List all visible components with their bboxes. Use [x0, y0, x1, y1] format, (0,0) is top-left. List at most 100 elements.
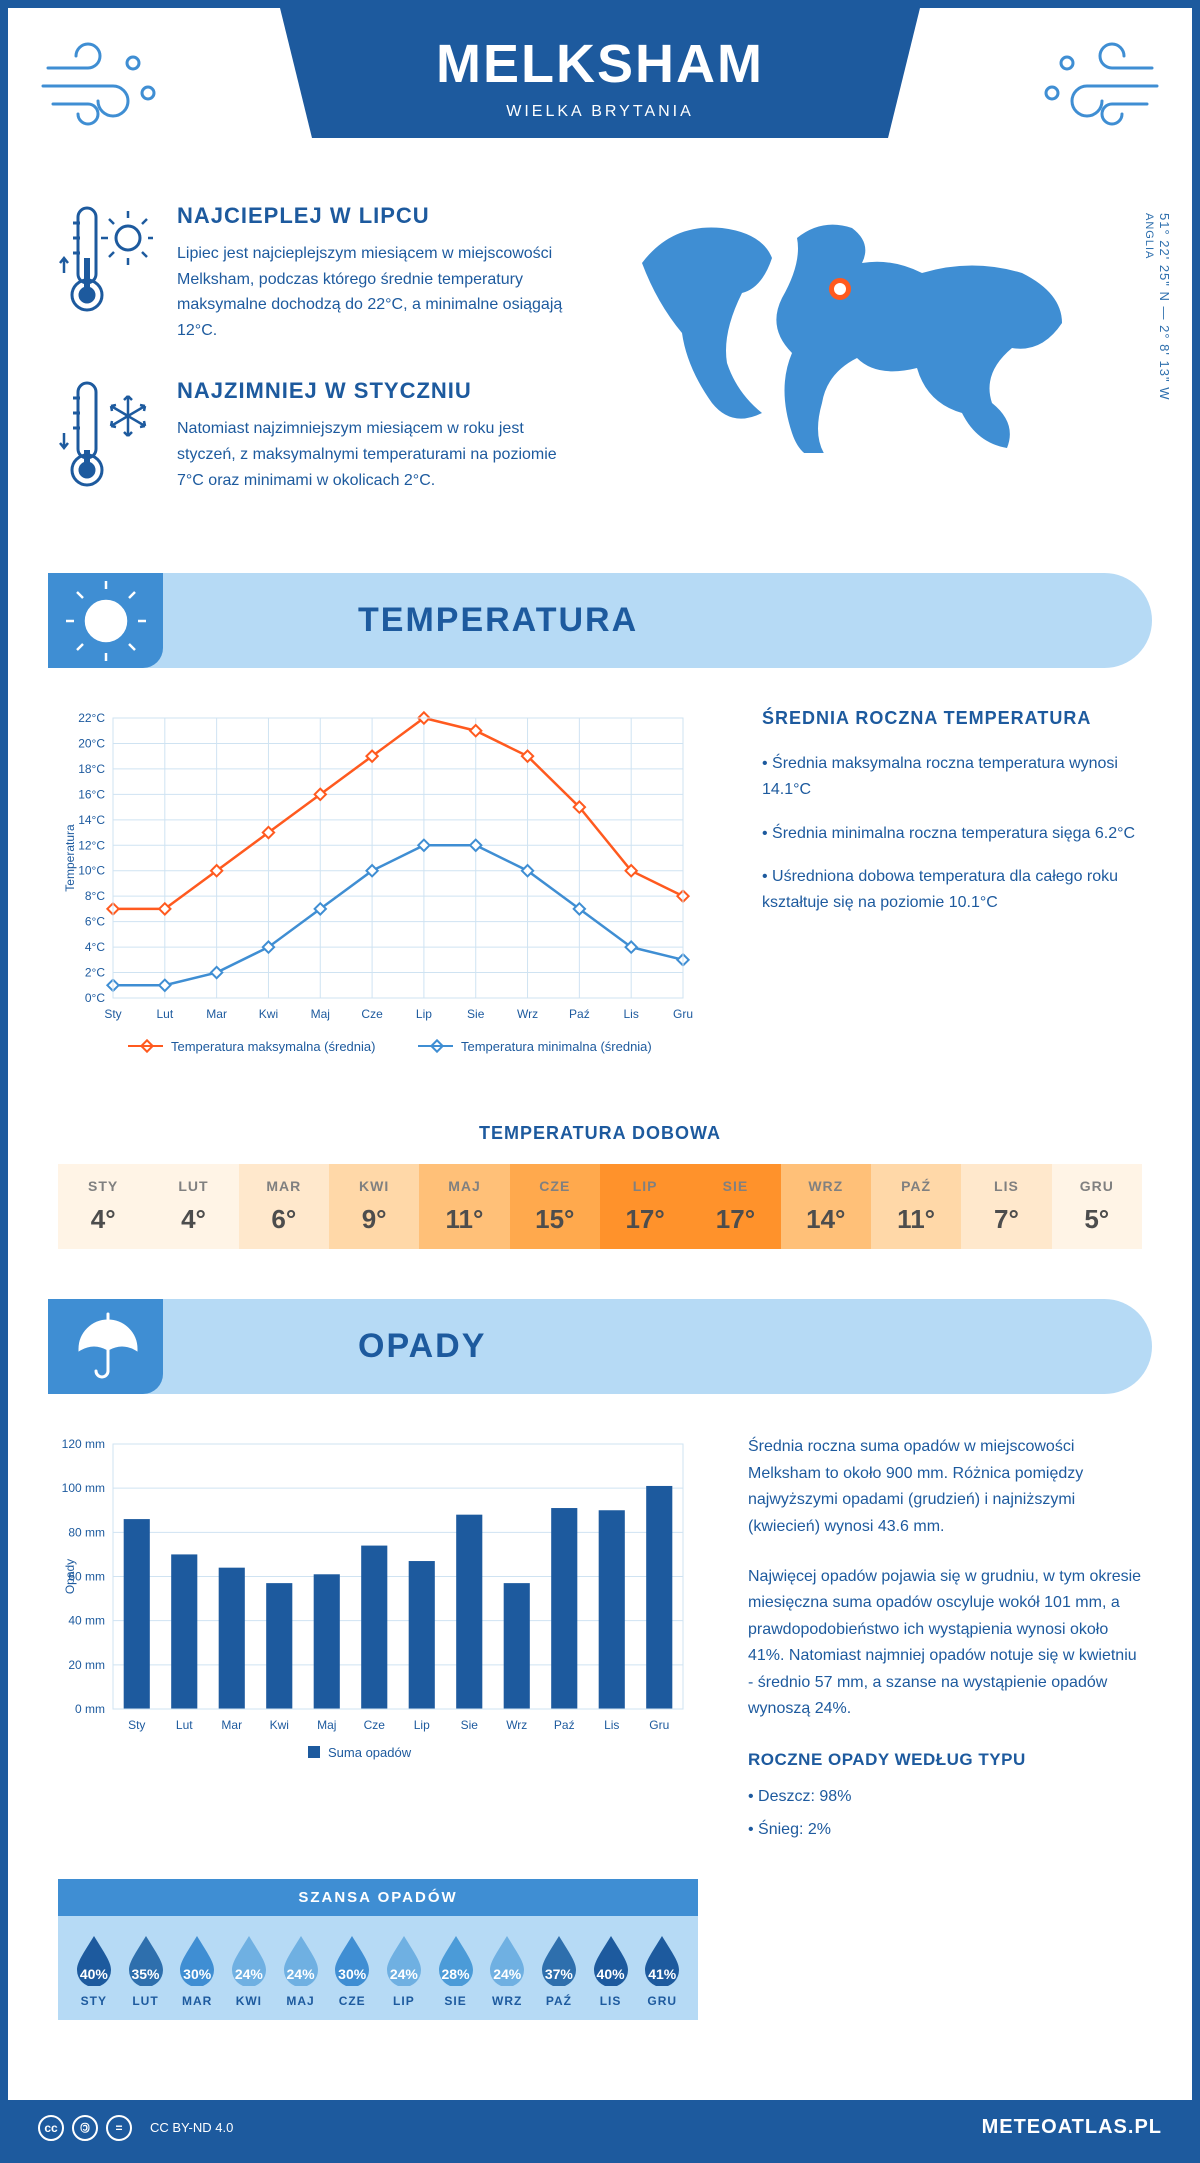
svg-text:Sty: Sty — [128, 1718, 145, 1732]
map-region: 51° 22' 25" N — 2° 8' 13" WANGLIA — [622, 203, 1142, 533]
chance-value: 24% — [287, 1966, 315, 1982]
chance-month-label: LUT — [120, 1994, 172, 2008]
daily-temp-value: 7° — [961, 1204, 1051, 1235]
warmest-text: Lipiec jest najcieplejszym miesiącem w m… — [177, 241, 582, 343]
daily-cell: LUT4° — [148, 1164, 238, 1249]
chance-value: 37% — [545, 1966, 573, 1982]
location-marker-icon — [829, 278, 851, 300]
chance-month-label: CZE — [326, 1994, 378, 2008]
chance-cell: 30%MAR — [171, 1934, 223, 2008]
license-text: CC BY-ND 4.0 — [150, 2120, 233, 2135]
daily-month-label: MAR — [239, 1178, 329, 1194]
footer: cc 🄯 = CC BY-ND 4.0 METEOATLAS.PL — [8, 2100, 1192, 2155]
chance-month-label: LIS — [585, 1994, 637, 2008]
svg-text:8°C: 8°C — [85, 890, 105, 904]
svg-text:100 mm: 100 mm — [62, 1482, 105, 1496]
chance-value: 30% — [183, 1966, 211, 1982]
daily-cell: WRZ14° — [781, 1164, 871, 1249]
chance-cell: 35% LUT — [120, 1934, 172, 2008]
section-title: TEMPERATURA — [358, 601, 638, 640]
daily-cell: MAR6° — [239, 1164, 329, 1249]
chance-month-label: MAJ — [275, 1994, 327, 2008]
chance-month-label: KWI — [223, 1994, 275, 2008]
warmest-heading: NAJCIEPLEJ W LIPCU — [177, 203, 582, 229]
chance-value: 24% — [235, 1966, 263, 1982]
daily-cell: STY4° — [58, 1164, 148, 1249]
svg-text:Lip: Lip — [416, 1007, 432, 1021]
raindrop-icon: 24% — [228, 1934, 270, 1986]
daily-month-label: CZE — [510, 1178, 600, 1194]
svg-text:Cze: Cze — [361, 1007, 383, 1021]
svg-text:18°C: 18°C — [78, 762, 105, 776]
chance-cell: 28% SIE — [430, 1934, 482, 2008]
intro-section: NAJCIEPLEJ W LIPCU Lipiec jest najcieple… — [8, 173, 1192, 573]
temp-info-item: • Średnia maksymalna roczna temperatura … — [762, 751, 1142, 802]
svg-text:14°C: 14°C — [78, 813, 105, 827]
svg-text:Paź: Paź — [554, 1718, 575, 1732]
precip-type-item: • Deszcz: 98% — [748, 1784, 1142, 1810]
umbrella-icon — [48, 1299, 163, 1394]
svg-text:Lip: Lip — [414, 1718, 430, 1732]
temp-info-heading: ŚREDNIA ROCZNA TEMPERATURA — [762, 708, 1142, 729]
daily-month-label: LUT — [148, 1178, 238, 1194]
cc-icon: cc — [38, 2115, 64, 2141]
svg-text:20 mm: 20 mm — [68, 1658, 105, 1672]
thermometer-snow-icon — [58, 378, 153, 498]
chance-month-label: PAŹ — [533, 1994, 585, 2008]
daily-temp-value: 15° — [510, 1204, 600, 1235]
svg-text:Lis: Lis — [624, 1007, 639, 1021]
chance-value: 35% — [131, 1966, 159, 1982]
latitude: 51° 22' 25" N — [1157, 213, 1172, 302]
svg-text:Mar: Mar — [206, 1007, 227, 1021]
precipitation-bar-chart: 0 mm20 mm40 mm60 mm80 mm100 mm120 mmStyL… — [58, 1434, 698, 1849]
daily-month-label: WRZ — [781, 1178, 871, 1194]
daily-month-label: STY — [58, 1178, 148, 1194]
svg-text:0 mm: 0 mm — [75, 1702, 105, 1716]
chance-cell: 37% PAŹ — [533, 1934, 585, 2008]
chance-month-label: STY — [68, 1994, 120, 2008]
svg-text:40 mm: 40 mm — [68, 1614, 105, 1628]
daily-temp-value: 9° — [329, 1204, 419, 1235]
daily-month-label: LIP — [600, 1178, 690, 1194]
chance-month-label: SIE — [430, 1994, 482, 2008]
chance-title: SZANSA OPADÓW — [58, 1879, 698, 1916]
daily-month-label: GRU — [1052, 1178, 1142, 1194]
svg-text:10°C: 10°C — [78, 864, 105, 878]
svg-text:Sty: Sty — [104, 1007, 121, 1021]
daily-month-label: SIE — [690, 1178, 780, 1194]
raindrop-icon: 30% — [331, 1934, 373, 1986]
raindrop-icon: 24% — [383, 1934, 425, 1986]
svg-text:Temperatura minimalna (średnia: Temperatura minimalna (średnia) — [461, 1039, 652, 1054]
chance-cell: 24% KWI — [223, 1934, 275, 2008]
raindrop-icon: 40% — [590, 1934, 632, 1986]
daily-month-label: KWI — [329, 1178, 419, 1194]
daily-cell: LIS7° — [961, 1164, 1051, 1249]
section-banner-precip: OPADY — [48, 1299, 1152, 1394]
chance-cell: 40% LIS — [585, 1934, 637, 2008]
chance-value: 40% — [597, 1966, 625, 1982]
daily-month-label: MAJ — [419, 1178, 509, 1194]
chance-cell: 24%LIP — [378, 1934, 430, 2008]
svg-text:6°C: 6°C — [85, 915, 105, 929]
chance-cell: 40%STY — [68, 1934, 120, 2008]
svg-text:Maj: Maj — [317, 1718, 336, 1732]
svg-text:Cze: Cze — [364, 1718, 386, 1732]
header: MELKSHAM WIELKA BRYTANIA — [8, 8, 1192, 173]
chance-cell: 24%WRZ — [481, 1934, 533, 2008]
svg-text:Wrz: Wrz — [517, 1007, 538, 1021]
svg-text:0°C: 0°C — [85, 991, 105, 1005]
svg-text:Kwi: Kwi — [270, 1718, 289, 1732]
daily-cell: PAŹ11° — [871, 1164, 961, 1249]
site-name: METEOATLAS.PL — [982, 2116, 1162, 2139]
svg-text:Temperatura maksymalna (średni: Temperatura maksymalna (średnia) — [171, 1039, 375, 1054]
chance-value: 24% — [493, 1966, 521, 1982]
daily-cell: LIP17° — [600, 1164, 690, 1249]
chance-value: 28% — [442, 1966, 470, 1982]
svg-text:Sie: Sie — [467, 1007, 485, 1021]
svg-text:Sie: Sie — [461, 1718, 479, 1732]
svg-text:2°C: 2°C — [85, 966, 105, 980]
precip-type-heading: ROCZNE OPADY WEDŁUG TYPU — [748, 1746, 1142, 1774]
daily-temp-title: TEMPERATURA DOBOWA — [8, 1123, 1192, 1144]
svg-text:22°C: 22°C — [78, 711, 105, 725]
by-icon: 🄯 — [72, 2115, 98, 2141]
